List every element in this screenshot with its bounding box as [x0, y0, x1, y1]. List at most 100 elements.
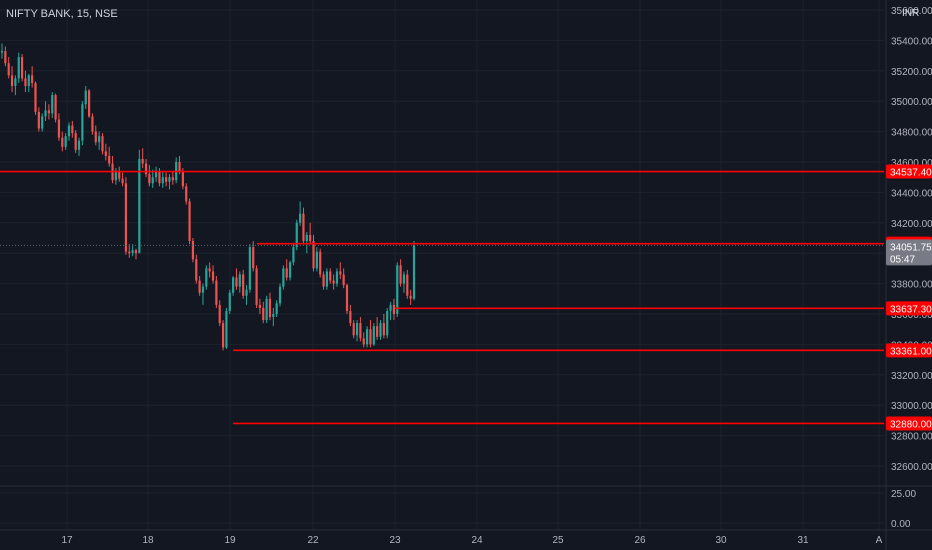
candle-body: [221, 323, 225, 348]
price-tags: 34537.4034062.7533637.3033361.0032880.00…: [886, 164, 932, 431]
candle-body: [218, 304, 221, 324]
candle-body: [77, 140, 81, 150]
candle-body: [4, 51, 7, 64]
candle-body: [345, 285, 349, 311]
candle-body: [138, 158, 141, 254]
candle-body: [121, 178, 124, 184]
last-price-tag: [886, 239, 932, 266]
candle-body: [288, 262, 292, 278]
candle-body: [392, 304, 396, 314]
last-price-label: 34051.75: [890, 242, 932, 253]
candle-body: [355, 323, 359, 336]
candle-body: [342, 274, 345, 286]
candle-body: [352, 323, 355, 336]
candle-body: [101, 136, 104, 152]
candle-body: [14, 78, 17, 86]
candle-body: [24, 78, 27, 86]
time-tick-label: 18: [142, 535, 154, 546]
candle-body: [262, 307, 265, 321]
candle-body: [178, 162, 181, 172]
candle-body: [114, 171, 117, 181]
candle-body: [402, 274, 406, 284]
candle-body: [195, 259, 198, 281]
candle-body: [188, 201, 191, 242]
candle-body: [329, 271, 332, 281]
candle-body: [201, 286, 205, 293]
time-tick-label: A: [876, 535, 883, 546]
candle-body: [128, 251, 131, 254]
candle-body: [134, 250, 138, 254]
candle-body: [31, 75, 34, 83]
candle-body: [74, 133, 77, 150]
candle-body: [98, 136, 101, 143]
candle-body: [118, 171, 121, 179]
candle-body: [396, 265, 399, 314]
candle-body: [242, 274, 245, 296]
countdown-label: 05:47: [890, 254, 915, 265]
candle-body: [44, 110, 47, 117]
candle-body: [335, 271, 339, 284]
candle-body: [148, 174, 151, 184]
price-tick-label: 33800.00: [891, 280, 932, 291]
indicator-tick-label: 25.00: [891, 489, 916, 500]
candle-body: [372, 326, 375, 345]
price-tick-label: 34800.00: [891, 128, 932, 139]
candle-body: [71, 125, 74, 134]
price-tick-label: 34600.00: [891, 158, 932, 169]
candle-body: [252, 247, 255, 269]
candle-body: [406, 274, 409, 296]
grid-lines: [0, 0, 884, 530]
candle-body: [272, 314, 275, 318]
level-tag: [886, 301, 932, 316]
level-tag: [886, 416, 932, 431]
time-tick-label: 30: [715, 535, 727, 546]
symbol-title: NIFTY BANK, 15, NSE: [6, 8, 118, 20]
candle-body: [399, 265, 402, 284]
candle-body: [144, 163, 148, 175]
candle-body: [54, 95, 57, 120]
time-tick-label: 23: [389, 535, 401, 546]
horizontal-levels[interactable]: [0, 170, 884, 425]
candle-body: [275, 303, 278, 314]
time-tick-label: 26: [634, 535, 646, 546]
candle-body: [131, 250, 134, 254]
level-tag-label: 33637.30: [890, 304, 932, 315]
price-tick-label: 34200.00: [891, 219, 932, 230]
candle-body: [51, 95, 54, 114]
candle-body: [386, 310, 389, 336]
currency-label[interactable]: INR: [902, 8, 919, 19]
candle-body: [47, 110, 50, 114]
candle-body: [228, 292, 231, 311]
candle-body: [315, 251, 318, 269]
candle-body: [278, 286, 282, 304]
candle-body: [285, 268, 288, 278]
candle-body: [412, 245, 416, 299]
candle-body: [248, 247, 251, 290]
candle-body: [215, 280, 218, 305]
candle-body: [322, 274, 325, 287]
candle-body: [67, 125, 71, 137]
candle-body: [104, 151, 107, 156]
price-tick-label: 35600.00: [891, 6, 932, 17]
candle-body: [299, 213, 302, 223]
candle-body: [332, 280, 335, 284]
time-axis[interactable]: 17 18 19 22 23 24 25 26 30 31 A: [61, 535, 882, 546]
candle-body: [0, 51, 4, 53]
time-tick-label: 22: [307, 535, 319, 546]
candle-body: [91, 116, 94, 132]
price-tick-label: 34400.00: [891, 188, 932, 199]
candle-body: [181, 171, 184, 187]
candle-body: [10, 75, 14, 86]
candle-body: [312, 241, 315, 269]
candle-body: [171, 177, 174, 181]
candle-body: [255, 268, 258, 305]
candle-body: [409, 295, 412, 299]
candle-body: [151, 177, 154, 184]
candle-body: [238, 274, 241, 287]
price-tick-label: 33600.00: [891, 310, 932, 321]
candle-body: [64, 136, 67, 147]
candle-body: [366, 329, 369, 345]
